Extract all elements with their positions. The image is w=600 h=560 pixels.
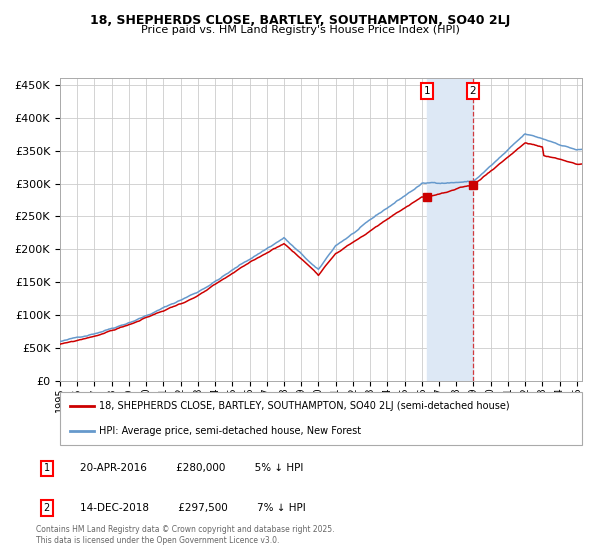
Text: 20-APR-2016         £280,000         5% ↓ HPI: 20-APR-2016 £280,000 5% ↓ HPI xyxy=(80,464,303,473)
Text: 18, SHEPHERDS CLOSE, BARTLEY, SOUTHAMPTON, SO40 2LJ (semi-detached house): 18, SHEPHERDS CLOSE, BARTLEY, SOUTHAMPTO… xyxy=(99,402,510,412)
Text: 18, SHEPHERDS CLOSE, BARTLEY, SOUTHAMPTON, SO40 2LJ: 18, SHEPHERDS CLOSE, BARTLEY, SOUTHAMPTO… xyxy=(90,14,510,27)
Text: HPI: Average price, semi-detached house, New Forest: HPI: Average price, semi-detached house,… xyxy=(99,426,361,436)
Text: 14-DEC-2018         £297,500         7% ↓ HPI: 14-DEC-2018 £297,500 7% ↓ HPI xyxy=(80,503,305,512)
Text: 2: 2 xyxy=(43,503,50,512)
Text: 1: 1 xyxy=(424,86,430,96)
FancyBboxPatch shape xyxy=(60,392,582,445)
Text: 2: 2 xyxy=(469,86,476,96)
Text: 1: 1 xyxy=(43,464,50,473)
Text: Price paid vs. HM Land Registry's House Price Index (HPI): Price paid vs. HM Land Registry's House … xyxy=(140,25,460,35)
Text: Contains HM Land Registry data © Crown copyright and database right 2025.
This d: Contains HM Land Registry data © Crown c… xyxy=(35,525,334,545)
Bar xyxy=(427,78,473,381)
